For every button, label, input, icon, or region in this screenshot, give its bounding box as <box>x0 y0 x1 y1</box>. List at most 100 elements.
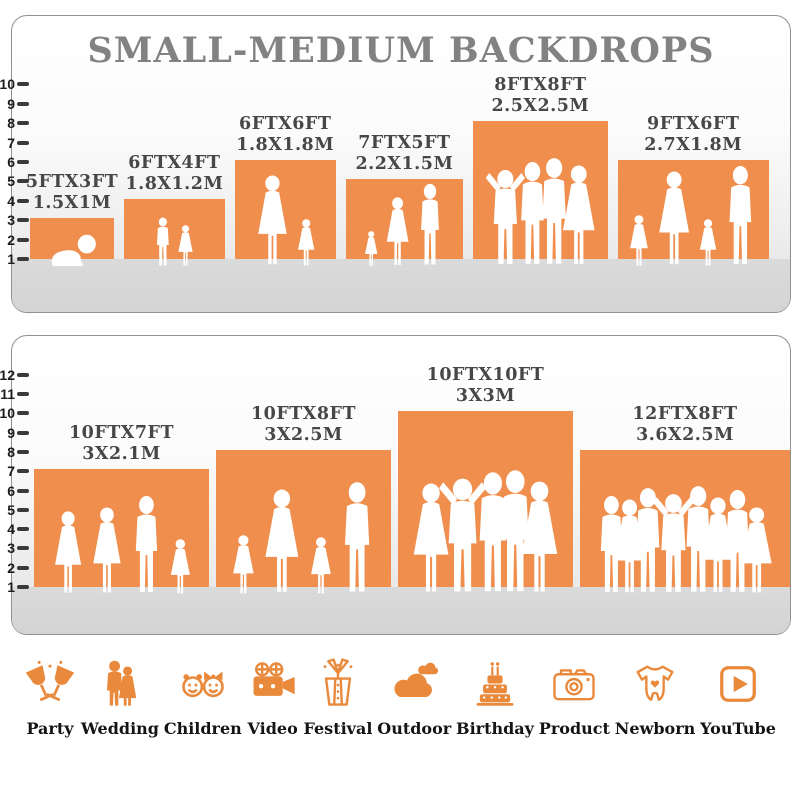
ruler-tick-mark <box>17 546 29 551</box>
ruler-tick-12: 12 <box>0 366 29 384</box>
category-label: Wedding <box>80 719 159 738</box>
bars-area: 5FTX3FT 1.5X1M 6FTX4FT 1.8X1.2M 6FTX6FT 1.8X1… <box>12 16 790 312</box>
size-meters: 2.7X1.8M <box>644 135 743 155</box>
backdrop-size-label: 6FTX4FT 1.8X1.2M <box>125 153 223 195</box>
birthday-icon <box>469 658 521 710</box>
backdrop-size-label: 7FTX5FT 2.2X1.5M <box>355 133 453 175</box>
ruler-tick-mark <box>17 257 29 261</box>
ruler-tick-mark <box>17 218 29 223</box>
ruler-number: 6 <box>7 154 15 170</box>
ruler-tick-1: 1 <box>0 578 29 596</box>
size-feet: 6FTX4FT <box>128 152 221 173</box>
category-label: Outdoor <box>377 719 452 738</box>
size-meters: 3X2.5M <box>264 424 343 445</box>
category-label: Festival <box>303 719 373 738</box>
ruler-tick-2: 2 <box>0 559 29 577</box>
panel-small-medium: SMALL-MEDIUM BACKDROPS 1 2 3 4 5 6 7 8 9 10 5FTX3… <box>0 15 791 313</box>
wedding-icon <box>94 658 146 710</box>
ruler-tick-6: 6 <box>0 153 29 171</box>
backdrop-bar-10ftx10ft: 10FTX10FT 3X3M <box>398 365 573 587</box>
category-party: Party <box>24 658 76 737</box>
ruler-tick-mark <box>17 449 29 454</box>
size-feet: 12FTX8FT <box>632 403 738 424</box>
category-video: Video <box>247 658 299 737</box>
category-children: Children <box>164 658 242 737</box>
ruler-tick-mark <box>17 392 29 396</box>
panel-medium-large: 1 2 3 4 5 6 7 8 9 10 11 12 10FTX7FT 3X2.1M 10FTX8FT 3X… <box>0 335 791 635</box>
ruler-number: 11 <box>0 386 15 402</box>
floor-strip <box>12 259 790 312</box>
category-label: Party <box>26 719 74 738</box>
backdrop-size-label: 12FTX8FT 3.6X2.5M <box>632 404 737 446</box>
floor-strip <box>12 587 790 634</box>
ruler-tick-11: 11 <box>0 385 29 403</box>
ruler-tick-mark <box>17 430 29 435</box>
size-feet: 10FTX10FT <box>426 365 545 386</box>
ruler-number: 5 <box>7 173 15 190</box>
ruler-number: 7 <box>7 463 15 480</box>
ruler-tick-mark <box>17 179 29 184</box>
ruler-tick-7: 7 <box>0 462 29 480</box>
backdrop-bar-12ftx8ft: 12FTX8FT 3.6X2.5M <box>580 404 790 587</box>
size-feet: 5FTX3FT <box>25 172 119 193</box>
ruler-tick-mark <box>17 198 29 203</box>
ruler-tick-mark <box>17 488 29 493</box>
ruler-number: 2 <box>7 559 15 576</box>
ruler-number: 1 <box>7 251 15 267</box>
backdrop-size-label: 6FTX6FT 1.8X1.8M <box>236 114 334 156</box>
ruler-number: 4 <box>7 521 15 538</box>
backdrop-bar-6ftx4ft: 6FTX4FT 1.8X1.2M <box>124 153 225 259</box>
children-icon <box>177 658 229 710</box>
size-feet: 8FTX8FT <box>494 75 587 96</box>
backdrop-bar-8ftx8ft: 8FTX8FT 2.5X2.5M <box>473 75 608 259</box>
ruler-tick-mark <box>17 121 29 126</box>
backdrop-size-label: 10FTX7FT 3X2.1M <box>69 423 174 465</box>
backdrop-bar-5ftx3ft: 5FTX3FT 1.5X1M <box>26 172 118 259</box>
ruler-scale: 1 2 3 4 5 6 7 8 9 10 11 12 <box>0 336 790 634</box>
ruler-tick-2: 2 <box>0 231 29 249</box>
category-product: Product <box>539 658 610 737</box>
size-meters: 3X2.1M <box>82 444 161 465</box>
party-icon <box>24 658 76 710</box>
category-label: Product <box>538 719 610 738</box>
backdrop-bar-6ftx6ft: 6FTX6FT 1.8X1.8M <box>234 114 336 259</box>
category-wedding: Wedding <box>81 658 159 737</box>
backdrop-bar-10ftx7ft: 10FTX7FT 3X2.1M <box>34 423 209 587</box>
ruler-tick-mark <box>17 411 29 416</box>
ruler-tick-6: 6 <box>0 482 29 500</box>
ruler-tick-mark <box>17 237 29 242</box>
category-label: Children <box>163 719 242 738</box>
backdrop-bar-9ftx6ft: 9FTX6FT 2.7X1.8M <box>617 114 769 259</box>
product-icon <box>548 658 600 710</box>
size-meters: 1.8X1.8M <box>236 135 335 155</box>
festival-icon <box>312 658 364 710</box>
size-meters: 2.5X2.5M <box>491 96 590 117</box>
backdrop-size-label: 10FTX8FT 3X2.5M <box>251 404 356 446</box>
ruler-number: 8 <box>7 115 15 132</box>
ruler-number: 10 <box>0 76 15 93</box>
backdrop-size-label: 9FTX6FT 2.7X1.8M <box>644 114 742 156</box>
ruler-tick-mark <box>17 585 29 589</box>
size-meters: 1.5X1M <box>32 193 112 214</box>
ruler-number: 5 <box>7 501 15 518</box>
ruler-number: 9 <box>7 95 15 112</box>
ruler-tick-mark <box>17 565 29 570</box>
ruler-tick-5: 5 <box>0 501 29 519</box>
ruler-tick-mark <box>17 372 29 377</box>
ruler-number: 3 <box>7 540 15 557</box>
ruler-tick-9: 9 <box>0 424 29 442</box>
ruler-tick-3: 3 <box>0 539 29 557</box>
size-meters: 3.6X2.5M <box>636 424 734 445</box>
size-meters: 3X3M <box>455 386 516 407</box>
backdrop-size-label: 10FTX10FT 3X3M <box>427 365 545 407</box>
ruler-tick-3: 3 <box>0 211 29 229</box>
ruler-tick-5: 5 <box>0 172 29 190</box>
ruler-number: 7 <box>7 134 15 151</box>
ruler-tick-mark <box>17 101 29 106</box>
category-row: Party Wedding Children Video Festival Outdoor… <box>24 658 776 737</box>
ruler-number: 9 <box>7 424 15 441</box>
ruler-tick-10: 10 <box>0 404 29 422</box>
size-meters: 1.8X1.2M <box>125 173 224 194</box>
ruler-number: 1 <box>7 579 15 595</box>
newborn-icon <box>629 658 681 710</box>
